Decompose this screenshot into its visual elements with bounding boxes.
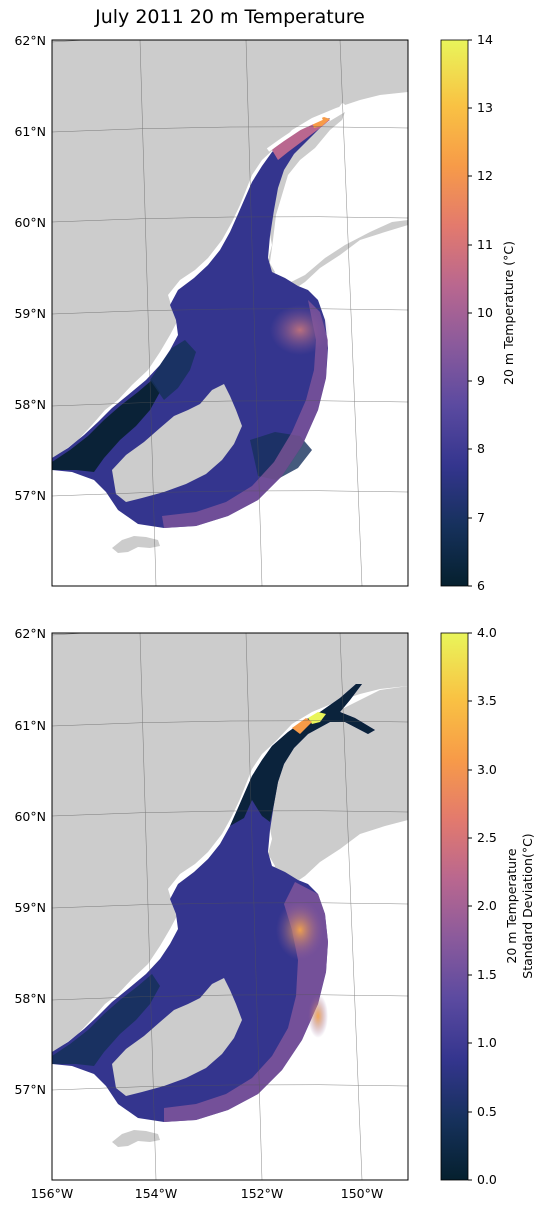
lat-label: 59°N [14, 306, 46, 321]
colorbar-tick-label: 1.0 [477, 1035, 497, 1050]
colorbar-title-line2: Standard Deviation(°C) [520, 833, 535, 978]
colorbar-tick-label: 7 [477, 510, 485, 525]
colorbar-tick-label: 0.0 [477, 1172, 497, 1187]
shelf-variability [164, 882, 328, 1122]
colorbar-tick-label: 1.5 [477, 967, 497, 982]
colorbar-tick-label: 9 [477, 373, 485, 388]
colorbar-title: 20 m Temperature (°C) [501, 241, 516, 385]
upper-inlet-hot [312, 117, 330, 128]
colorbar-tick-label: 13 [477, 100, 493, 115]
lat-labels: 62°N 61°N 60°N 59°N 58°N 57°N [14, 33, 46, 503]
colorbar-tick-label: 4.0 [477, 625, 497, 640]
upper-inlet-warm [272, 118, 330, 160]
lat-label: 62°N [14, 626, 46, 641]
lon-labels: 156°W 154°W 152°W 150°W [31, 1186, 383, 1201]
lat-label: 57°N [14, 1082, 46, 1097]
colorbar-std-dev: 0.0 0.5 1.0 1.5 2.0 2.5 3.0 3.5 4.0 20 m… [440, 625, 535, 1187]
lat-labels: 62°N 61°N 60°N 59°N 58°N 57°N [14, 626, 46, 1097]
colorbar-tick-label: 2.0 [477, 898, 497, 913]
map-frame [51, 632, 409, 1181]
colorbar-tick-label: 14 [477, 32, 493, 47]
colorbar-tick-label: 6 [477, 578, 485, 593]
lat-label: 60°N [14, 809, 46, 824]
colorbar-scale [440, 39, 469, 587]
colorbar-tick-label: 3.5 [477, 693, 497, 708]
upper-inlet-extreme [308, 712, 326, 724]
land-mass-west [52, 633, 408, 1054]
trinity-islands [112, 536, 160, 553]
lon-label: 156°W [31, 1186, 73, 1201]
colorbar-tick-label: 0.5 [477, 1104, 497, 1119]
lon-label: 154°W [135, 1186, 177, 1201]
lat-label: 59°N [14, 900, 46, 915]
lat-label: 61°N [14, 718, 46, 733]
lat-label: 58°N [14, 991, 46, 1006]
lat-label: 62°N [14, 33, 46, 48]
low-variability-inlet [230, 684, 375, 826]
graticule [52, 40, 408, 586]
high-variability-patch [276, 900, 324, 960]
colorbar-tick-label: 12 [477, 168, 493, 183]
kodiak-island-top [112, 384, 242, 502]
lat-label: 60°N [14, 215, 46, 230]
map-panel-temperature: 62°N 61°N 60°N 59°N 58°N 57°N 6 7 8 9 10… [14, 32, 516, 593]
kodiak-island-bottom [112, 978, 242, 1096]
lon-label: 152°W [241, 1186, 283, 1201]
colorbar-tick-label: 3.0 [477, 762, 497, 777]
lat-label: 58°N [14, 397, 46, 412]
colorbar-temperature: 6 7 8 9 10 11 12 13 14 20 m Temperature … [440, 32, 516, 593]
trinity-islands [112, 1130, 160, 1147]
high-variability-patch [308, 994, 328, 1038]
figure-title: July 2011 20 m Temperature [95, 6, 365, 28]
colorbar-tick-label: 2.5 [477, 830, 497, 845]
graticule [52, 633, 408, 1180]
lat-label: 57°N [14, 488, 46, 503]
cold-water-strait [150, 340, 196, 400]
upper-inlet-high [292, 718, 312, 734]
lon-label: 150°W [341, 1186, 383, 1201]
colorbar-ticks [468, 39, 472, 587]
land-mass [255, 686, 408, 904]
map-panel-std-dev: 62°N 61°N 60°N 59°N 58°N 57°N 156°W 154°… [14, 625, 535, 1201]
land-mass-west [52, 40, 408, 460]
lat-label: 61°N [14, 124, 46, 139]
colorbar-tick-label: 11 [477, 237, 493, 252]
colorbar-tick-label: 10 [477, 305, 493, 320]
map-frame [51, 39, 409, 587]
colorbar-scale [440, 632, 469, 1181]
colorbar-tick-label: 8 [477, 441, 485, 456]
colorbar-ticks [468, 632, 472, 1181]
shoreline-white [266, 102, 346, 152]
colorbar-title-line1: 20 m Temperature [504, 848, 519, 964]
